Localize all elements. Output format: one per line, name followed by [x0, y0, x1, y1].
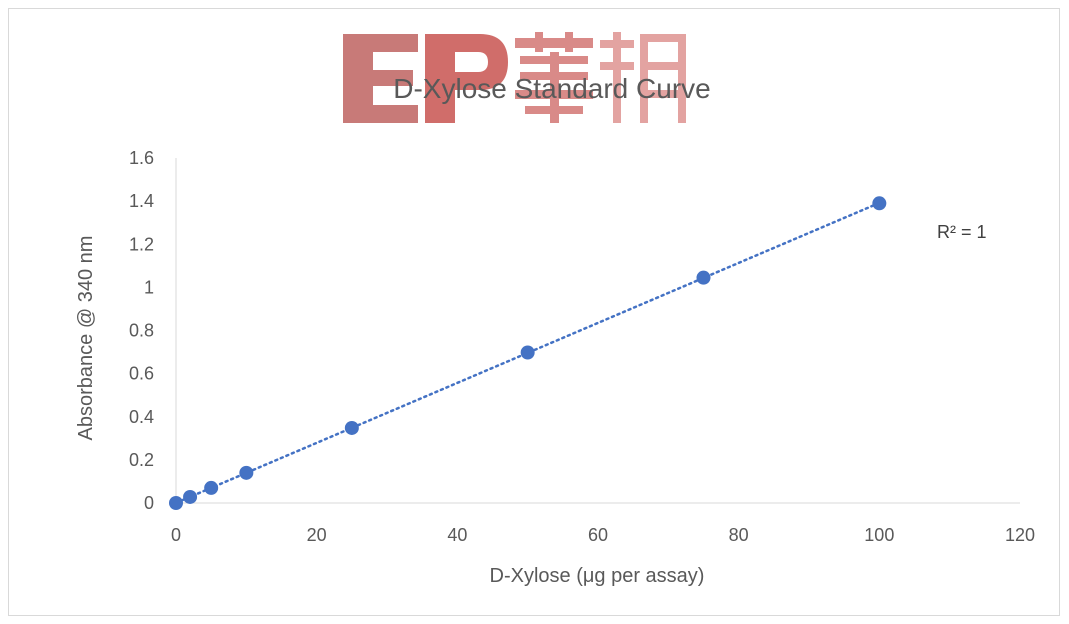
x-tick-label: 20: [307, 525, 327, 545]
watermark-e-top: [343, 34, 418, 52]
y-tick-label: 0.2: [129, 450, 154, 470]
watermark-glyph-1: [515, 32, 593, 123]
x-tick-label: 0: [171, 525, 181, 545]
y-tick-label: 1.6: [129, 148, 154, 168]
x-tick-label: 40: [447, 525, 467, 545]
watermark-e-bottom: [343, 105, 418, 123]
data-points: [169, 196, 887, 510]
y-tick-label: 0.8: [129, 321, 154, 341]
y-tick-label: 1.4: [129, 191, 154, 211]
y-tick-label: 0.4: [129, 407, 154, 427]
x-tick-label: 60: [588, 525, 608, 545]
r-squared-label: R² = 1: [937, 222, 987, 242]
x-axis-title: D-Xylose (μg per assay): [490, 565, 705, 587]
y-tick-label: 1.2: [129, 234, 154, 254]
x-tick-label: 100: [864, 525, 894, 545]
data-point: [169, 496, 183, 510]
y-tick-label: 1: [144, 277, 154, 297]
data-point: [696, 270, 711, 285]
watermark-glyph-2: [600, 32, 686, 123]
data-point: [520, 345, 535, 360]
watermark-logo: [343, 32, 686, 123]
data-point: [239, 465, 254, 480]
data-point: [204, 480, 219, 495]
y-tick-label: 0.6: [129, 364, 154, 384]
data-point: [872, 196, 887, 211]
y-tick-label: 0: [144, 493, 154, 513]
data-point: [344, 420, 359, 435]
y-axis-title: Absorbance @ 340 nm: [75, 236, 97, 441]
x-tick-label: 120: [1005, 525, 1035, 545]
watermark-e-mid: [343, 70, 413, 86]
trendline: [174, 201, 881, 505]
x-tick-labels: 0 20 40 60 80 100 120: [171, 525, 1035, 545]
watermark-p-stem: [425, 34, 455, 123]
data-point: [183, 489, 198, 504]
watermark-p-bowl: [455, 34, 508, 90]
x-tick-label: 80: [729, 525, 749, 545]
y-tick-labels: 0 0.2 0.4 0.6 0.8 1 1.2 1.4 1.6: [129, 148, 154, 513]
chart-title: D-Xylose Standard Curve: [393, 73, 710, 104]
